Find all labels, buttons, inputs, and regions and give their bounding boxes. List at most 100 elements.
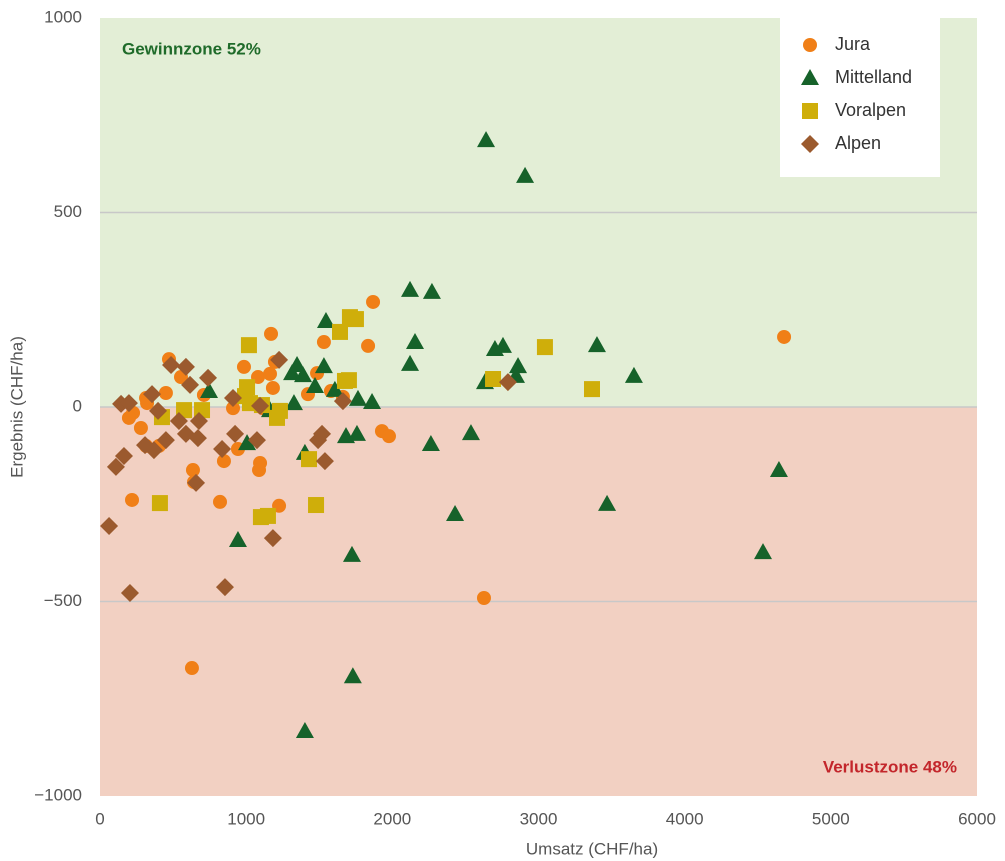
zone-annotation: Gewinnzone 52% [122, 39, 261, 58]
point [342, 545, 361, 562]
x-axis-title: Umsatz (CHF/ha) [526, 839, 658, 858]
point [100, 517, 119, 536]
legend-marker [801, 69, 819, 85]
point [158, 385, 173, 400]
point [226, 401, 241, 416]
point [315, 452, 334, 471]
legend-marker [801, 135, 819, 153]
point [238, 434, 257, 451]
point [516, 166, 535, 183]
point [332, 323, 349, 340]
point [187, 473, 206, 492]
point [498, 373, 517, 392]
point [144, 441, 163, 460]
point [422, 282, 441, 299]
point [114, 447, 133, 466]
legend-label: Mittelland [835, 67, 912, 87]
point [188, 429, 207, 448]
y-tick-label: −1000 [34, 785, 82, 804]
point [125, 492, 140, 507]
point [184, 661, 199, 676]
x-tick-label: 6000 [958, 809, 996, 828]
point [347, 311, 364, 328]
point [476, 590, 491, 605]
x-tick-label: 1000 [227, 809, 265, 828]
point [213, 494, 228, 509]
point [381, 429, 396, 444]
point [348, 389, 367, 406]
point [189, 412, 208, 431]
point [265, 380, 280, 395]
point [401, 280, 420, 297]
point [509, 357, 528, 374]
point [271, 402, 288, 419]
point [259, 507, 276, 524]
point [295, 722, 314, 739]
point [119, 394, 138, 413]
point [587, 336, 606, 353]
point [306, 376, 325, 393]
y-axis-title: Ergebnis (CHF/ha) [7, 336, 26, 478]
point [347, 424, 366, 441]
point [156, 431, 175, 450]
point [366, 294, 381, 309]
point [226, 424, 245, 443]
point [181, 375, 200, 394]
x-tick-label: 5000 [812, 809, 850, 828]
y-tick-label: 0 [73, 396, 82, 415]
point [270, 350, 289, 369]
point [769, 461, 788, 478]
point [446, 504, 465, 521]
point [236, 359, 251, 374]
point [133, 421, 148, 436]
point [121, 410, 136, 425]
point [200, 382, 219, 399]
y-tick-label: −500 [44, 591, 82, 610]
point [216, 454, 231, 469]
point [162, 355, 181, 374]
point [754, 543, 773, 560]
x-tick-label: 2000 [373, 809, 411, 828]
point [421, 434, 440, 451]
point [224, 389, 243, 408]
point [777, 329, 792, 344]
point [252, 463, 267, 478]
x-tick-label: 0 [95, 809, 104, 828]
point [333, 392, 352, 411]
point [284, 394, 303, 411]
point [477, 131, 496, 148]
point [213, 440, 232, 459]
point [316, 335, 331, 350]
point [149, 401, 168, 420]
point [401, 354, 420, 371]
point [536, 339, 553, 356]
point [247, 431, 266, 450]
point [176, 357, 195, 376]
point [263, 529, 282, 548]
zone-annotation: Verlustzone 48% [823, 757, 957, 776]
point [405, 333, 424, 350]
point [143, 385, 162, 404]
legend-label: Alpen [835, 133, 881, 153]
point [598, 494, 617, 511]
point [199, 368, 218, 387]
point [264, 326, 279, 341]
point [485, 370, 502, 387]
point [493, 336, 512, 353]
point [363, 392, 382, 409]
point [240, 337, 257, 354]
point [215, 578, 234, 597]
point [583, 381, 600, 398]
legend-marker [803, 38, 817, 52]
point [301, 451, 318, 468]
point [624, 366, 643, 383]
point [361, 338, 376, 353]
x-tick-label: 4000 [666, 809, 704, 828]
legend-label: Voralpen [835, 100, 906, 120]
point [314, 357, 333, 374]
y-tick-label: 500 [54, 202, 82, 221]
point [185, 463, 200, 478]
point [308, 497, 325, 514]
x-tick-label: 3000 [520, 809, 558, 828]
